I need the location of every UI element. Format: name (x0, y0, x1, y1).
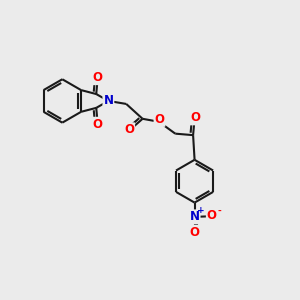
Text: O: O (124, 123, 134, 136)
Text: +: + (197, 206, 204, 215)
Text: O: O (93, 71, 103, 84)
Text: O: O (154, 113, 164, 126)
Text: O: O (190, 111, 200, 124)
Text: -: - (218, 206, 221, 215)
Text: N: N (190, 210, 200, 224)
Text: O: O (93, 118, 103, 131)
Text: O: O (190, 226, 200, 239)
Text: O: O (207, 209, 217, 222)
Text: N: N (103, 94, 113, 107)
